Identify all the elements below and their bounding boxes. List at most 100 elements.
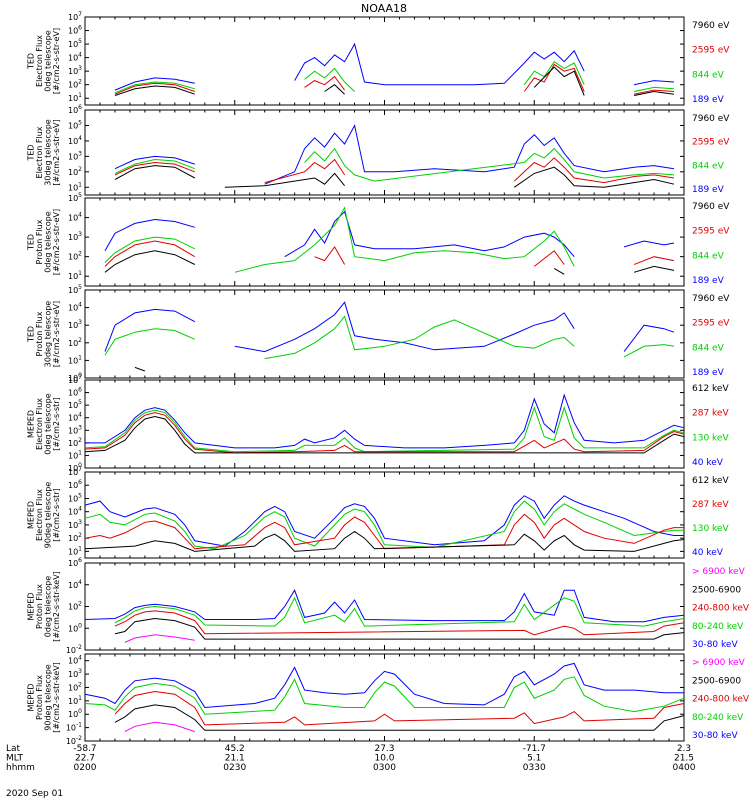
- x-row-value: 0300: [373, 763, 396, 773]
- series-line-240-800-kev: [114, 690, 685, 726]
- legend-entry: 287 keV: [692, 500, 729, 510]
- panel-3: 101 102 103 104 105 TEDProton Flux0deg telesc…: [26, 192, 730, 287]
- panel-frame: [84, 16, 685, 106]
- y-tick-label: 101: [68, 545, 82, 556]
- panel-6: 101 102 103 104 105 106 107 MEPEDElectron Flux9…: [26, 466, 729, 559]
- x-row-value: 27.3: [374, 744, 394, 754]
- panel-7: 10-2 100 102 104 106 MEPEDProton Flux0deg tel…: [26, 557, 750, 655]
- x-row-value: 21.5: [674, 754, 694, 764]
- series-line-2595-ev: [114, 63, 675, 95]
- series-line-40-kev: [85, 393, 685, 449]
- y-tick-label: 103: [68, 319, 82, 330]
- y-tick-label: 10-1: [66, 722, 82, 733]
- legend-entry: 189 eV: [692, 368, 725, 378]
- legend-entry: 2595 eV: [692, 46, 730, 56]
- series-line-2595-ev: [104, 240, 675, 267]
- panel-4: 100 101 102 103 104 105 TEDProton Flux30deg te…: [26, 284, 730, 383]
- series-line-287-kev: [84, 412, 685, 454]
- series-line-130-kev: [84, 406, 685, 453]
- series-line-189-ev: [114, 124, 675, 185]
- panel-frame: [84, 197, 685, 287]
- y-tick-label: 106: [68, 25, 82, 36]
- x-row-value: 0200: [74, 763, 97, 773]
- legend-entry: 7960 eV: [692, 114, 730, 124]
- y-tick-label: 105: [68, 399, 82, 410]
- y-tick-label: 107: [68, 374, 82, 385]
- legend-entry: 40 keV: [692, 548, 724, 558]
- y-tick-label: 106: [68, 387, 82, 398]
- legend-entry: 130 keV: [692, 524, 729, 534]
- legend-entry: 844 eV: [692, 161, 725, 171]
- series-line-30-80-kev: [84, 662, 684, 709]
- x-row-label-lat: Lat: [6, 744, 21, 754]
- series-line-189-ev: [114, 42, 675, 91]
- y-axis-label: MEPEDProton Flux90deg telescope[#/cm2-s-…: [26, 662, 61, 733]
- legend-entry: 189 eV: [692, 95, 725, 105]
- legend-entry: 80-240 keV: [692, 713, 744, 723]
- y-tick-label: 100: [68, 708, 82, 719]
- series-line-844-ev: [104, 206, 575, 273]
- legend-entry: > 6900 keV: [692, 567, 746, 577]
- legend-entry: 189 eV: [692, 276, 725, 286]
- legend-entry: > 6900 keV: [692, 658, 746, 668]
- legend-entry: 287 keV: [692, 409, 729, 419]
- panel-frame: [84, 109, 685, 196]
- y-tick-label: 106: [68, 557, 82, 568]
- x-row-value: 22.7: [75, 754, 95, 764]
- legend-entry: 2595 eV: [692, 227, 730, 237]
- panel-2: 101 102 103 104 105 106 TEDElectron Flux30deg …: [26, 104, 730, 196]
- x-row-value: 0330: [523, 763, 546, 773]
- y-tick-label: 105: [68, 119, 82, 130]
- legend-entry: 844 eV: [692, 343, 725, 353]
- series-line--6900-kev: [124, 721, 195, 733]
- y-tick-label: 102: [68, 337, 82, 348]
- panel-1: 101 102 103 104 105 106 107 TEDElectron Flux0de…: [26, 11, 730, 106]
- y-tick-label: 101: [68, 695, 82, 706]
- series-line-2595-ev: [114, 157, 675, 184]
- y-tick-label: 102: [68, 532, 82, 543]
- y-tick-label: 104: [68, 579, 82, 590]
- legend-entry: 2595 eV: [692, 319, 730, 329]
- y-tick-label: 106: [68, 479, 82, 490]
- series-line-844-ev: [114, 61, 675, 94]
- x-row-value: 5.1: [527, 754, 541, 764]
- y-tick-label: 104: [68, 412, 82, 423]
- y-tick-label: 100: [68, 462, 82, 473]
- y-tick-label: 103: [68, 668, 82, 679]
- legend-entry: 40 keV: [692, 458, 724, 468]
- x-row-value: 45.2: [225, 744, 245, 754]
- y-tick-label: 101: [68, 270, 82, 281]
- x-row-value: 21.1: [225, 754, 245, 764]
- x-row-value: -58.7: [73, 744, 96, 754]
- y-tick-label: 102: [68, 79, 82, 90]
- y-tick-label: 104: [68, 655, 82, 666]
- y-tick-label: 105: [68, 192, 82, 203]
- series-line-189-ev: [104, 301, 675, 353]
- legend-entry: 7960 eV: [692, 202, 730, 212]
- x-row-label-hhmm: hhmm: [6, 763, 35, 773]
- legend-entry: 80-240 keV: [692, 622, 744, 632]
- y-tick-label: 100: [68, 622, 82, 633]
- y-tick-label: 107: [68, 11, 82, 22]
- y-tick-label: 103: [68, 519, 82, 530]
- legend-entry: 612 keV: [692, 476, 729, 486]
- date-label: 2020 Sep 01: [6, 789, 63, 799]
- series-line-844-ev: [104, 315, 675, 360]
- x-row-value: -71.7: [523, 744, 546, 754]
- legend-entry: 2500-6900: [692, 585, 741, 595]
- series-line-80-240-kev: [114, 596, 685, 627]
- series-line-2500-6900: [114, 617, 685, 640]
- legend-entry: 240-800 keV: [692, 604, 750, 614]
- panel-8: 10-2 10-1 100 101 102 103 104 MEPEDProton Flux9…: [26, 653, 750, 746]
- legend-entry: 240-800 keV: [692, 695, 750, 705]
- series-line-7960-ev: [114, 66, 675, 96]
- y-axis-label: TEDElectron Flux30deg telescope[#/cm2-s-…: [26, 119, 61, 186]
- series-line-612-kev: [84, 530, 685, 552]
- panel-frame: [84, 653, 685, 742]
- x-row-value: 0230: [223, 763, 246, 773]
- series-line--6900-kev: [124, 634, 195, 643]
- y-tick-label: 103: [68, 231, 82, 242]
- series-line-612-kev: [84, 415, 685, 454]
